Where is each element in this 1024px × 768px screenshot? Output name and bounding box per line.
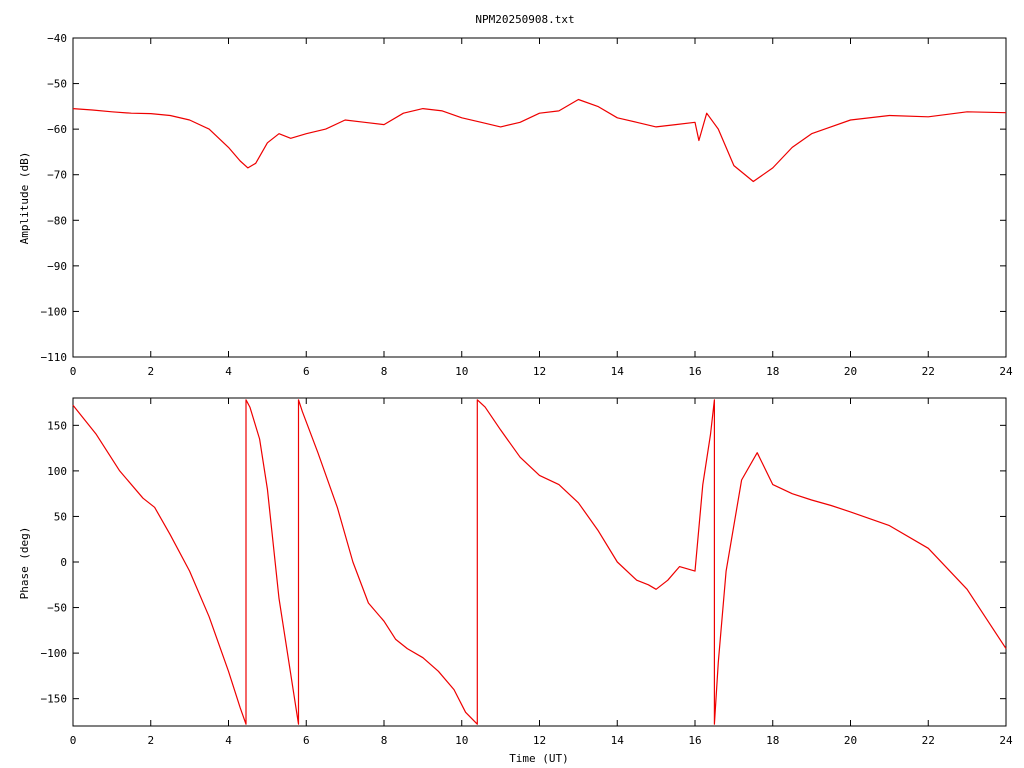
amplitude-x-tick-label: 14 [611, 365, 625, 378]
amplitude-y-axis-label: Amplitude (dB) [18, 152, 31, 245]
amplitude-y-tick-label: −40 [47, 32, 67, 45]
amplitude-x-tick-label: 8 [381, 365, 388, 378]
phase-y-tick-label: −100 [41, 647, 68, 660]
phase-x-tick-label: 18 [766, 734, 779, 747]
phase-x-tick-label: 24 [999, 734, 1013, 747]
phase-x-tick-label: 2 [147, 734, 154, 747]
amplitude-plot-frame [72, 37, 1007, 358]
amplitude-x-tick-label: 0 [70, 365, 77, 378]
amplitude-x-tick-label: 16 [688, 365, 701, 378]
phase-x-tick-label: 20 [844, 734, 857, 747]
amplitude-panel: Amplitude (dB) 0 2 4 6 8 10 12 14 16 18 20 22 24 −11… [18, 32, 1013, 378]
amplitude-y-tick-label: −110 [41, 351, 68, 364]
amplitude-x-tick-label: 22 [922, 365, 935, 378]
phase-x-ticks: 0 2 4 6 8 10 12 14 16 18 20 22 24 [70, 398, 1013, 747]
amplitude-y-ticks: −110 −100 −90 −80 −70 −60 −50 −40 [41, 32, 1006, 364]
amplitude-x-tick-label: 4 [225, 365, 232, 378]
phase-x-tick-label: 8 [381, 734, 388, 747]
phase-y-tick-label: −150 [41, 693, 68, 706]
phase-x-tick-label: 12 [533, 734, 546, 747]
amplitude-x-tick-label: 18 [766, 365, 779, 378]
amplitude-y-tick-label: −80 [47, 214, 67, 227]
amplitude-x-ticks: 0 2 4 6 8 10 12 14 16 18 20 22 24 [70, 38, 1013, 378]
phase-series-line [72, 399, 1007, 725]
phase-x-tick-label: 4 [225, 734, 232, 747]
phase-x-tick-label: 10 [455, 734, 468, 747]
amplitude-y-tick-label: −60 [47, 123, 67, 136]
amplitude-x-tick-label: 2 [147, 365, 154, 378]
phase-y-tick-label: 100 [47, 465, 67, 478]
phase-x-tick-label: 6 [303, 734, 310, 747]
phase-y-tick-label: 150 [47, 419, 67, 432]
amplitude-x-tick-label: 6 [303, 365, 310, 378]
amplitude-x-tick-label: 20 [844, 365, 857, 378]
amplitude-y-tick-label: −70 [47, 169, 67, 182]
phase-x-tick-label: 16 [688, 734, 701, 747]
amplitude-y-tick-label: −90 [47, 260, 67, 273]
amplitude-y-tick-label: −50 [47, 78, 67, 91]
phase-x-tick-label: 22 [922, 734, 935, 747]
amplitude-x-tick-label: 24 [999, 365, 1013, 378]
phase-y-tick-label: 50 [54, 510, 67, 523]
amplitude-x-tick-label: 10 [455, 365, 468, 378]
phase-plot-frame [72, 397, 1007, 727]
amplitude-y-tick-label: −100 [41, 305, 68, 318]
phase-y-tick-label: −50 [47, 602, 67, 615]
amplitude-series-line [72, 98, 1007, 183]
phase-y-axis-label: Phase (deg) [18, 527, 31, 600]
chart-title: NPM20250908.txt [475, 13, 574, 26]
phase-x-axis-label: Time (UT) [509, 752, 569, 765]
amplitude-x-tick-label: 12 [533, 365, 546, 378]
phase-y-ticks: −150 −100 −50 0 50 100 150 [41, 419, 1006, 706]
phase-x-tick-label: 14 [611, 734, 625, 747]
phase-x-tick-label: 0 [70, 734, 77, 747]
phase-y-tick-label: 0 [60, 556, 67, 569]
phase-panel: Phase (deg) Time (UT) 0 2 4 6 8 10 12 14 16 18 20 2… [18, 397, 1013, 765]
